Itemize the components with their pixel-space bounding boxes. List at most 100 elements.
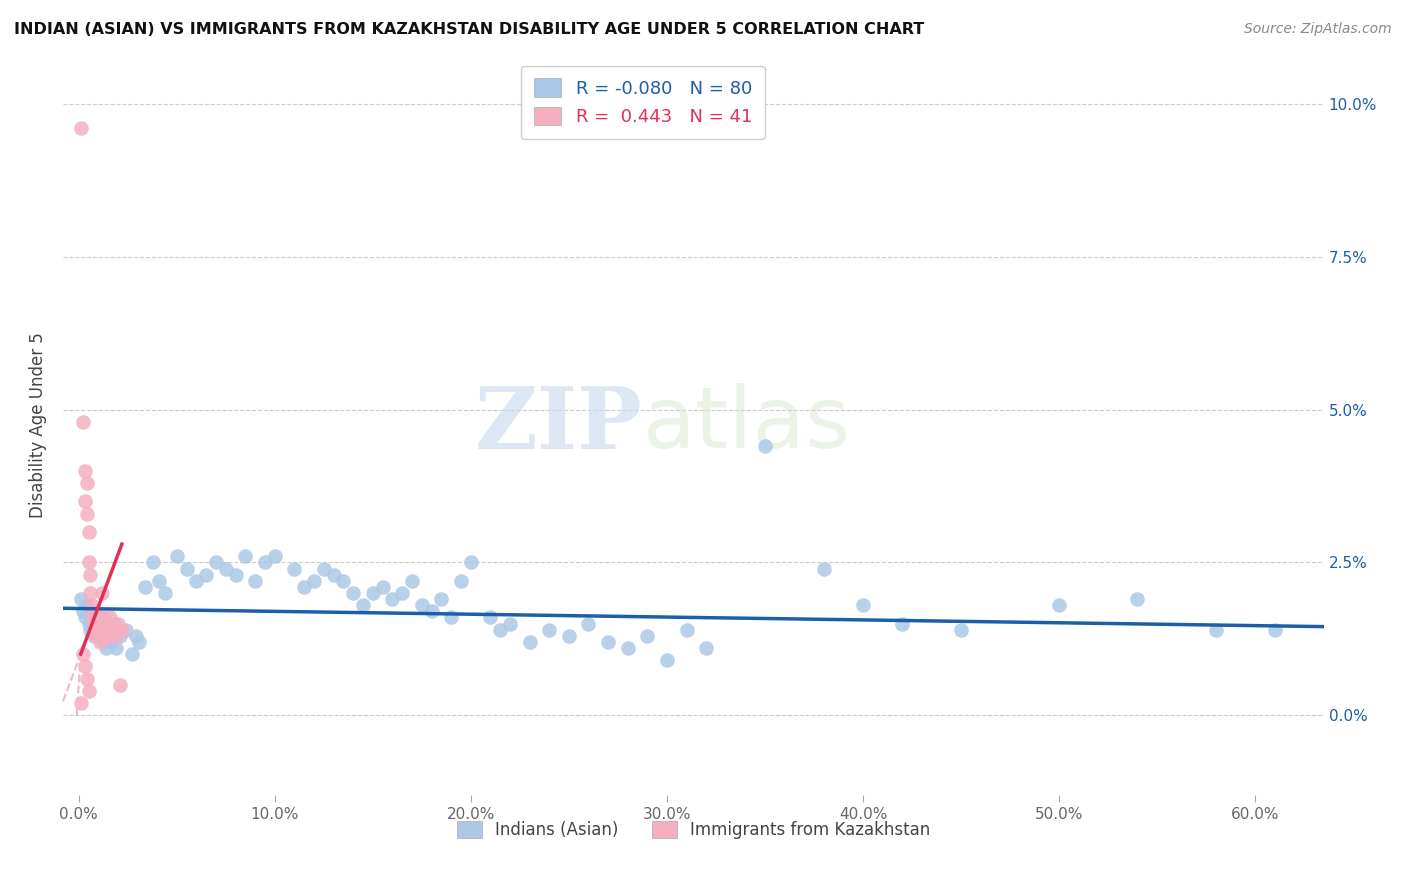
Point bbox=[176, 561, 198, 575]
Point bbox=[73, 494, 96, 508]
Point bbox=[97, 629, 120, 643]
Point bbox=[596, 635, 619, 649]
Point bbox=[655, 653, 678, 667]
Point bbox=[420, 604, 443, 618]
Point bbox=[166, 549, 188, 564]
Point bbox=[186, 574, 208, 588]
Point bbox=[96, 640, 118, 655]
Point bbox=[98, 610, 121, 624]
Point bbox=[97, 623, 120, 637]
Point bbox=[77, 616, 100, 631]
Point bbox=[949, 623, 972, 637]
Point bbox=[79, 586, 101, 600]
Point bbox=[72, 647, 94, 661]
Point bbox=[225, 567, 247, 582]
Point bbox=[72, 415, 94, 429]
Text: INDIAN (ASIAN) VS IMMIGRANTS FROM KAZAKHSTAN DISABILITY AGE UNDER 5 CORRELATION : INDIAN (ASIAN) VS IMMIGRANTS FROM KAZAKH… bbox=[14, 22, 924, 37]
Point bbox=[82, 599, 104, 613]
Point bbox=[519, 635, 541, 649]
Point bbox=[391, 586, 413, 600]
Point bbox=[69, 696, 91, 710]
Point bbox=[460, 556, 482, 570]
Point bbox=[104, 640, 127, 655]
Point bbox=[107, 616, 129, 631]
Point bbox=[479, 610, 502, 624]
Point bbox=[83, 604, 105, 618]
Point bbox=[205, 556, 228, 570]
Point bbox=[558, 629, 581, 643]
Point bbox=[79, 623, 101, 637]
Point bbox=[93, 623, 115, 637]
Point bbox=[86, 616, 108, 631]
Point bbox=[89, 629, 111, 643]
Point bbox=[342, 586, 364, 600]
Point bbox=[101, 623, 124, 637]
Point bbox=[381, 592, 404, 607]
Point bbox=[77, 556, 100, 570]
Point bbox=[87, 623, 110, 637]
Point bbox=[243, 574, 266, 588]
Point bbox=[302, 574, 325, 588]
Point bbox=[111, 623, 134, 637]
Point bbox=[754, 439, 776, 453]
Point bbox=[636, 629, 658, 643]
Point bbox=[813, 561, 835, 575]
Point bbox=[312, 561, 335, 575]
Point bbox=[430, 592, 453, 607]
Point bbox=[148, 574, 170, 588]
Text: Source: ZipAtlas.com: Source: ZipAtlas.com bbox=[1244, 22, 1392, 37]
Point bbox=[96, 629, 118, 643]
Point bbox=[86, 629, 108, 643]
Point bbox=[695, 640, 717, 655]
Point bbox=[104, 629, 127, 643]
Point bbox=[142, 556, 165, 570]
Point bbox=[371, 580, 394, 594]
Point bbox=[578, 616, 600, 631]
Point bbox=[76, 475, 98, 490]
Point bbox=[91, 586, 114, 600]
Point bbox=[93, 635, 115, 649]
Point bbox=[76, 599, 98, 613]
Point bbox=[69, 592, 91, 607]
Point bbox=[235, 549, 257, 564]
Point bbox=[263, 549, 285, 564]
Point bbox=[128, 635, 150, 649]
Point bbox=[77, 524, 100, 539]
Point bbox=[411, 599, 433, 613]
Point bbox=[98, 629, 121, 643]
Point bbox=[73, 610, 96, 624]
Point bbox=[101, 635, 124, 649]
Point bbox=[89, 635, 111, 649]
Point bbox=[69, 121, 91, 136]
Point bbox=[1047, 599, 1070, 613]
Point bbox=[361, 586, 384, 600]
Point bbox=[86, 616, 108, 631]
Point bbox=[352, 599, 374, 613]
Point bbox=[292, 580, 315, 594]
Point bbox=[82, 610, 104, 624]
Point bbox=[322, 567, 344, 582]
Point bbox=[891, 616, 914, 631]
Point bbox=[215, 561, 238, 575]
Point bbox=[1205, 623, 1227, 637]
Point bbox=[616, 640, 638, 655]
Point bbox=[98, 616, 121, 631]
Point bbox=[89, 610, 111, 624]
Point bbox=[72, 604, 94, 618]
Point bbox=[1264, 623, 1286, 637]
Point bbox=[121, 647, 143, 661]
Point bbox=[852, 599, 875, 613]
Legend: Indians (Asian), Immigrants from Kazakhstan: Indians (Asian), Immigrants from Kazakhs… bbox=[450, 814, 936, 846]
Point bbox=[134, 580, 156, 594]
Y-axis label: Disability Age Under 5: Disability Age Under 5 bbox=[30, 332, 46, 518]
Point bbox=[195, 567, 218, 582]
Point bbox=[108, 629, 131, 643]
Point bbox=[440, 610, 463, 624]
Point bbox=[87, 629, 110, 643]
Point bbox=[101, 616, 124, 631]
Point bbox=[108, 678, 131, 692]
Point bbox=[77, 683, 100, 698]
Point bbox=[83, 616, 105, 631]
Point bbox=[73, 464, 96, 478]
Point bbox=[79, 567, 101, 582]
